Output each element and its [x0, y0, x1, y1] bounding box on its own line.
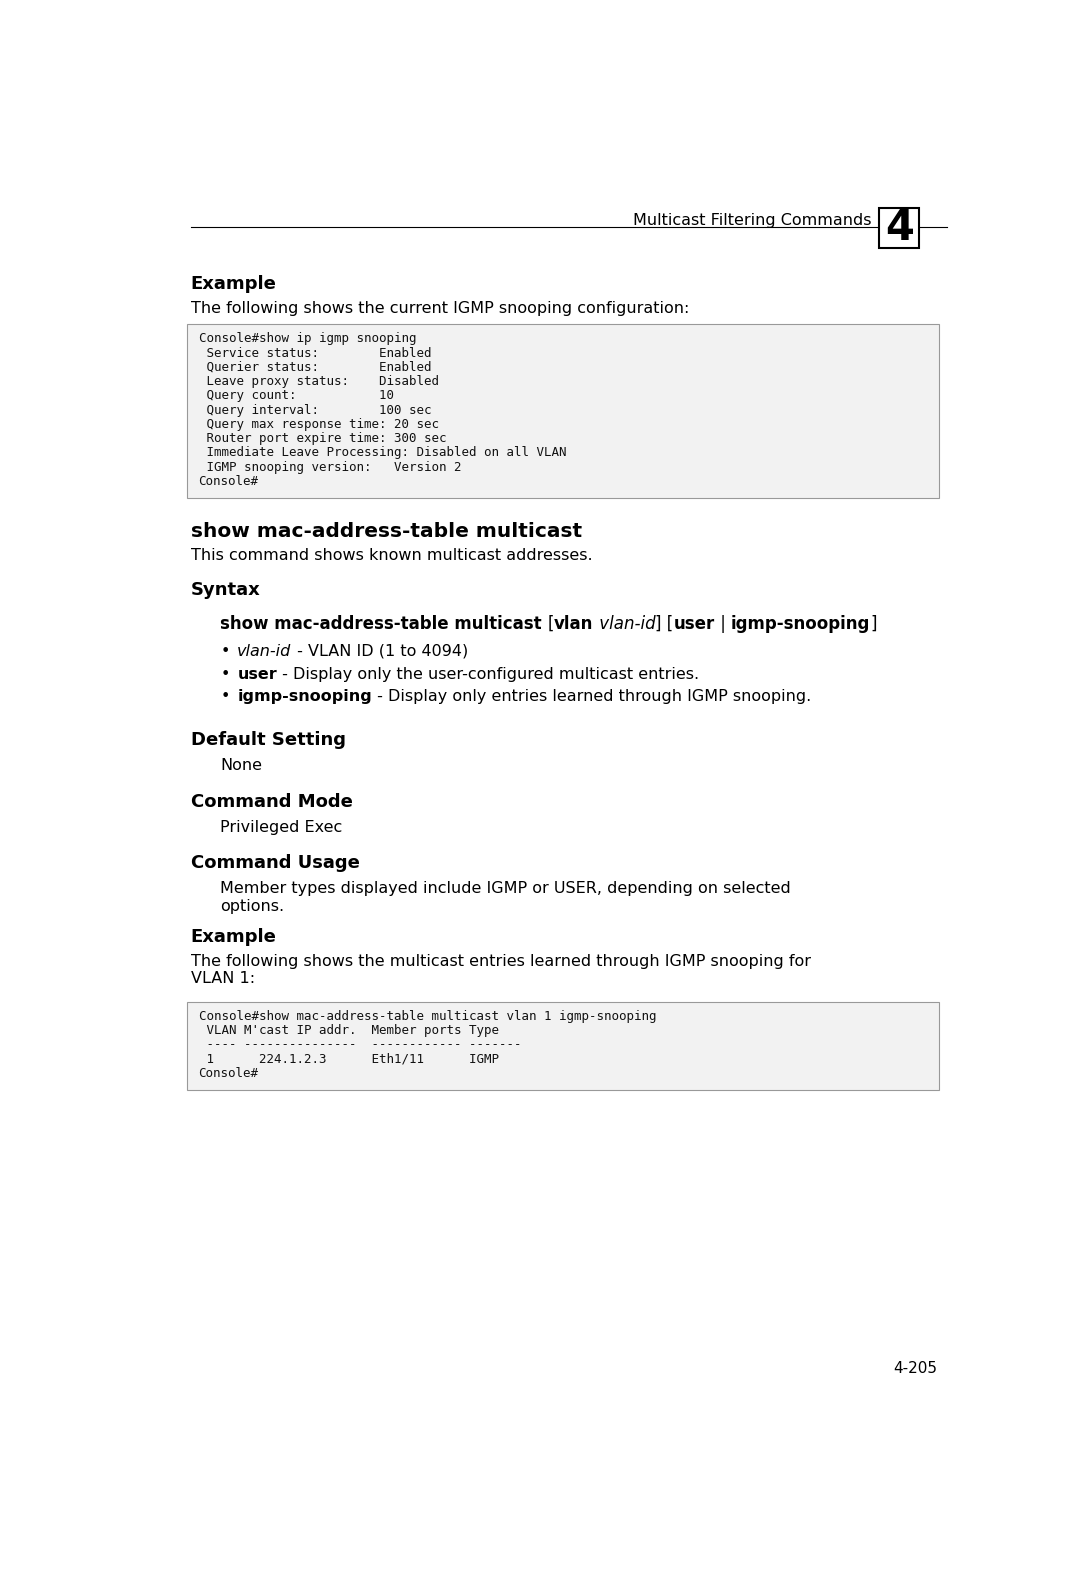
Text: ]: ]	[870, 614, 877, 633]
Text: 1      224.1.2.3      Eth1/11      IGMP: 1 224.1.2.3 Eth1/11 IGMP	[199, 1053, 499, 1066]
Text: user: user	[238, 667, 278, 681]
Text: |: |	[715, 614, 731, 633]
Bar	[187, 1002, 940, 1090]
Text: show mac-address-table multicast: show mac-address-table multicast	[191, 523, 582, 542]
Text: •: •	[220, 667, 230, 681]
Text: •: •	[220, 644, 230, 659]
Bar	[187, 323, 940, 498]
Text: user: user	[673, 614, 715, 633]
Text: - VLAN ID (1 to 4094): - VLAN ID (1 to 4094)	[292, 644, 468, 659]
Text: Syntax: Syntax	[191, 581, 260, 598]
Text: Member types displayed include IGMP or USER, depending on selected
options.: Member types displayed include IGMP or U…	[220, 881, 791, 914]
Text: Default Setting: Default Setting	[191, 732, 346, 749]
Text: - Display only the user-configured multicast entries.: - Display only the user-configured multi…	[278, 667, 699, 681]
Text: [: [	[548, 614, 554, 633]
Text: Router port expire time: 300 sec: Router port expire time: 300 sec	[199, 432, 446, 446]
Text: igmp-snooping: igmp-snooping	[731, 614, 870, 633]
Text: The following shows the current IGMP snooping configuration:: The following shows the current IGMP sno…	[191, 301, 689, 316]
Text: Example: Example	[191, 928, 276, 945]
Text: Query max response time: 20 sec: Query max response time: 20 sec	[199, 418, 438, 430]
Text: Querier status:        Enabled: Querier status: Enabled	[199, 361, 431, 374]
Text: Command Usage: Command Usage	[191, 854, 360, 873]
Text: vlan-id: vlan-id	[594, 614, 656, 633]
Text: Console#show mac-address-table multicast vlan 1 igmp-snooping: Console#show mac-address-table multicast…	[199, 1010, 656, 1024]
Text: 4: 4	[885, 207, 914, 250]
Text: Immediate Leave Processing: Disabled on all VLAN: Immediate Leave Processing: Disabled on …	[199, 446, 566, 460]
Text: Service status:        Enabled: Service status: Enabled	[199, 347, 431, 360]
Text: vlan: vlan	[554, 614, 594, 633]
Bar	[879, 209, 919, 248]
Text: - Display only entries learned through IGMP snooping.: - Display only entries learned through I…	[372, 689, 811, 705]
Text: Example: Example	[191, 275, 276, 292]
Text: ---- ---------------  ------------ -------: ---- --------------- ------------ ------…	[199, 1038, 521, 1052]
Text: Console#: Console#	[199, 1068, 258, 1080]
Text: Leave proxy status:    Disabled: Leave proxy status: Disabled	[199, 375, 438, 388]
Text: Multicast Filtering Commands: Multicast Filtering Commands	[633, 214, 872, 228]
Text: •: •	[220, 689, 230, 705]
Text: This command shows known multicast addresses.: This command shows known multicast addre…	[191, 548, 593, 564]
Text: show mac-address-table multicast: show mac-address-table multicast	[220, 614, 548, 633]
Text: Console#: Console#	[199, 474, 258, 488]
Text: IGMP snooping version:   Version 2: IGMP snooping version: Version 2	[199, 460, 461, 474]
Text: None: None	[220, 758, 262, 772]
Text: vlan-id: vlan-id	[238, 644, 292, 659]
Text: Console#show ip igmp snooping: Console#show ip igmp snooping	[199, 333, 416, 345]
Text: Command Mode: Command Mode	[191, 793, 353, 810]
Text: The following shows the multicast entries learned through IGMP snooping for
VLAN: The following shows the multicast entrie…	[191, 955, 811, 986]
Text: ] [: ] [	[656, 614, 673, 633]
Text: igmp-snooping: igmp-snooping	[238, 689, 372, 705]
Text: Query interval:        100 sec: Query interval: 100 sec	[199, 403, 431, 416]
Text: Privileged Exec: Privileged Exec	[220, 820, 342, 835]
Text: 4-205: 4-205	[893, 1361, 937, 1375]
Text: Query count:           10: Query count: 10	[199, 389, 393, 402]
Text: VLAN M'cast IP addr.  Member ports Type: VLAN M'cast IP addr. Member ports Type	[199, 1024, 499, 1038]
